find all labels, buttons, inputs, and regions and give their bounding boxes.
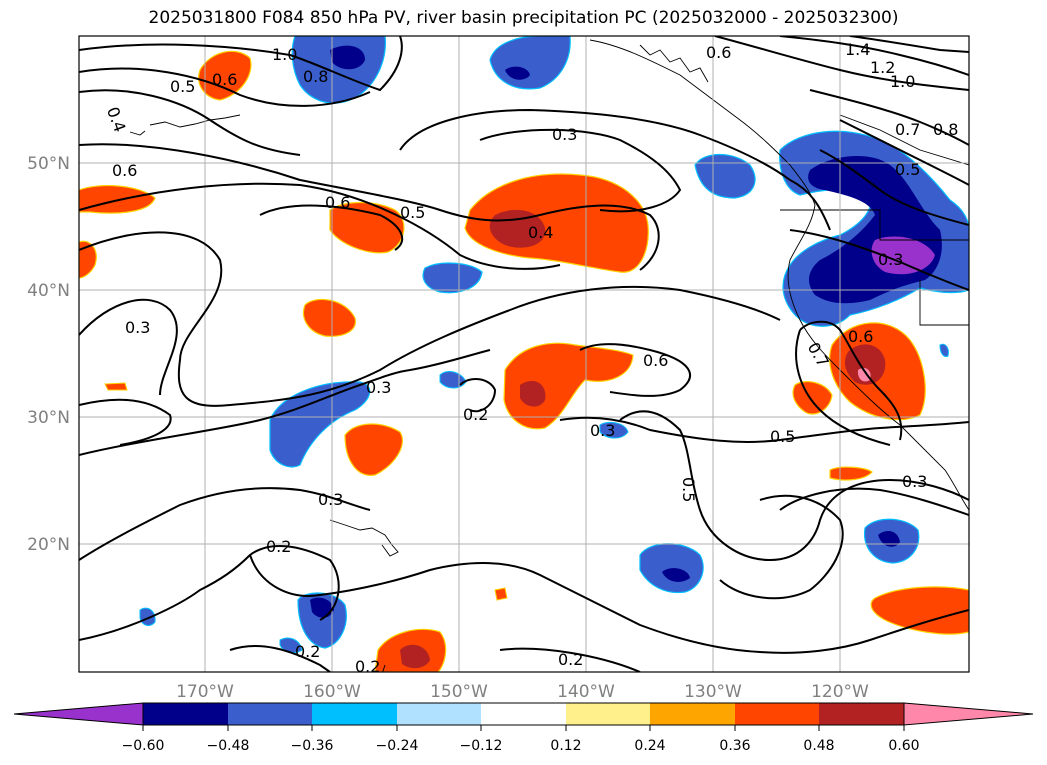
map-frame	[78, 35, 970, 673]
contour-label: 0.6	[112, 161, 137, 180]
contour-label: 0.6	[325, 193, 350, 212]
contour-label: 0.6	[212, 70, 237, 89]
colorbar-tick-label: −0.24	[376, 738, 419, 754]
contour-label: 0.2	[266, 537, 291, 556]
contour-label: 0.4	[528, 223, 553, 242]
lat-label-50n: 50°N	[27, 154, 70, 174]
colorbar-segment	[481, 703, 566, 725]
colorbar-tick-label: 0.48	[803, 738, 834, 754]
negative-precip-anomalies	[139, 36, 969, 653]
contour-label: 0.8	[303, 67, 328, 86]
positive-precip-anomalies	[79, 50, 969, 672]
lon-label-140w: 140°W	[557, 682, 615, 702]
coastlines	[129, 39, 969, 672]
colorbar-tick-label: 0.36	[719, 738, 750, 754]
colorbar-segment	[566, 703, 650, 725]
colorbar-high-extension	[903, 702, 1034, 726]
lat-label-40n: 40°N	[27, 281, 70, 301]
colorbar-ticks	[142, 725, 905, 731]
contour-label: 0.6	[848, 327, 873, 346]
lon-label-160w: 160°W	[303, 682, 361, 702]
colorbar: −0.60 −0.48 −0.36 −0.24 −0.12 0.12 0.24 …	[13, 702, 1034, 754]
contour-label: 0.5	[895, 160, 920, 179]
colorbar-segment	[228, 703, 312, 725]
contour-label: 1.2	[870, 58, 895, 77]
contour-label: 0.3	[318, 490, 343, 509]
contour-label: 0.5	[770, 427, 795, 446]
lon-label-170w: 170°W	[176, 682, 234, 702]
lon-label-130w: 130°W	[684, 682, 742, 702]
contour-label: 0.2	[295, 642, 320, 661]
contour-label: 0.3	[125, 318, 150, 337]
colorbar-tick-label: 0.24	[634, 738, 665, 754]
lon-label-150w: 150°W	[430, 682, 488, 702]
colorbar-tick-label: 0.60	[888, 738, 919, 754]
contour-label: 0.5	[679, 477, 698, 502]
pv-contours	[79, 36, 969, 672]
contour-label: 0.8	[933, 120, 958, 139]
contour-label: 1.0	[272, 45, 297, 64]
colorbar-low-extension	[13, 702, 144, 726]
lon-label-120w: 120°W	[811, 682, 869, 702]
colorbar-segment	[143, 703, 228, 725]
lat-label-20n: 20°N	[27, 535, 70, 555]
contour-label: 0.3	[366, 378, 391, 397]
colorbar-segment	[397, 703, 481, 725]
longitude-labels: 170°W 160°W 150°W 140°W 130°W 120°W	[176, 682, 869, 702]
graticule	[79, 36, 969, 672]
colorbar-segment	[735, 703, 819, 725]
contour-label: 0.3	[878, 250, 903, 269]
contour-label: 0.2	[558, 650, 583, 669]
colorbar-tick-label: −0.60	[122, 738, 165, 754]
contour-label: 0.2	[355, 657, 380, 676]
contour-label: 0.5	[400, 203, 425, 222]
contour-label: 0.6	[643, 351, 668, 370]
colorbar-tick-label: −0.36	[291, 738, 334, 754]
contour-label: 0.2	[463, 405, 488, 424]
colorbar-tick-label: 0.12	[550, 738, 581, 754]
map-title: 2025031800 F084 850 hPa PV, river basin …	[148, 8, 899, 28]
contour-label: 0.6	[706, 43, 731, 62]
colorbar-segment	[650, 703, 735, 725]
contour-label: 0.5	[170, 77, 195, 96]
contour-label: 0.7	[895, 120, 920, 139]
contour-label: 1.4	[845, 40, 870, 59]
latitude-labels: 50°N 40°N 30°N 20°N	[27, 154, 70, 555]
colorbar-tick-label: −0.48	[207, 738, 250, 754]
colorbar-segment	[312, 703, 397, 725]
contour-label: 0.3	[590, 421, 615, 440]
contour-label: 0.3	[902, 472, 927, 491]
contour-label: 0.3	[552, 125, 577, 144]
colorbar-frame	[142, 702, 905, 726]
contour-label: 1.0	[890, 72, 915, 91]
colorbar-segment	[819, 703, 904, 725]
colorbar-tick-label: −0.12	[460, 738, 503, 754]
lat-label-30n: 30°N	[27, 408, 70, 428]
